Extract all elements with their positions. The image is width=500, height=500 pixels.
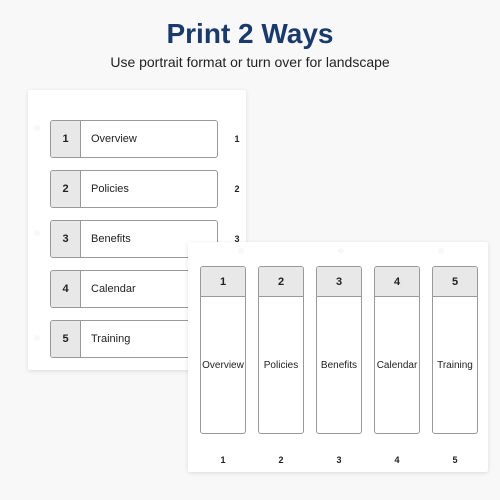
hole-icon bbox=[34, 230, 40, 236]
toc-label: Overview bbox=[201, 297, 245, 433]
bottom-tab-number: 5 bbox=[432, 452, 478, 468]
toc-number: 1 bbox=[51, 121, 81, 157]
toc-number: 1 bbox=[201, 267, 245, 297]
bottom-tab-number: 4 bbox=[374, 452, 420, 468]
toc-number: 3 bbox=[51, 221, 81, 257]
toc-label: Policies bbox=[259, 297, 303, 433]
toc-number: 5 bbox=[51, 321, 81, 357]
side-tab-number: 1 bbox=[230, 120, 244, 158]
page-subtitle: Use portrait format or turn over for lan… bbox=[0, 54, 500, 70]
toc-column: 3Benefits bbox=[316, 266, 362, 434]
header: Print 2 Ways Use portrait format or turn… bbox=[0, 0, 500, 70]
toc-label: Policies bbox=[81, 183, 217, 195]
toc-number: 2 bbox=[259, 267, 303, 297]
toc-number: 2 bbox=[51, 171, 81, 207]
bottom-tab-number: 1 bbox=[200, 452, 246, 468]
hole-icon bbox=[34, 125, 40, 131]
bottom-tab-number: 3 bbox=[316, 452, 362, 468]
toc-column: 4Calendar bbox=[374, 266, 420, 434]
toc-number: 4 bbox=[51, 271, 81, 307]
toc-column: 2Policies bbox=[258, 266, 304, 434]
toc-label: Benefits bbox=[317, 297, 361, 433]
landscape-sheet: 1Overview12Policies23Benefits34Calendar4… bbox=[188, 242, 488, 472]
toc-number: 5 bbox=[433, 267, 477, 297]
toc-number: 4 bbox=[375, 267, 419, 297]
toc-row: 1Overview bbox=[50, 120, 218, 158]
toc-label: Overview bbox=[81, 133, 217, 145]
toc-label: Training bbox=[433, 297, 477, 433]
toc-column: 5Training bbox=[432, 266, 478, 434]
side-tab-number: 2 bbox=[230, 170, 244, 208]
hole-icon bbox=[34, 335, 40, 341]
hole-icon bbox=[238, 248, 244, 254]
hole-icon bbox=[338, 248, 344, 254]
toc-number: 3 bbox=[317, 267, 361, 297]
page-title: Print 2 Ways bbox=[0, 18, 500, 50]
toc-row: 2Policies bbox=[50, 170, 218, 208]
toc-column: 1Overview bbox=[200, 266, 246, 434]
toc-label: Calendar bbox=[375, 297, 419, 433]
hole-icon bbox=[438, 248, 444, 254]
bottom-tab-number: 2 bbox=[258, 452, 304, 468]
